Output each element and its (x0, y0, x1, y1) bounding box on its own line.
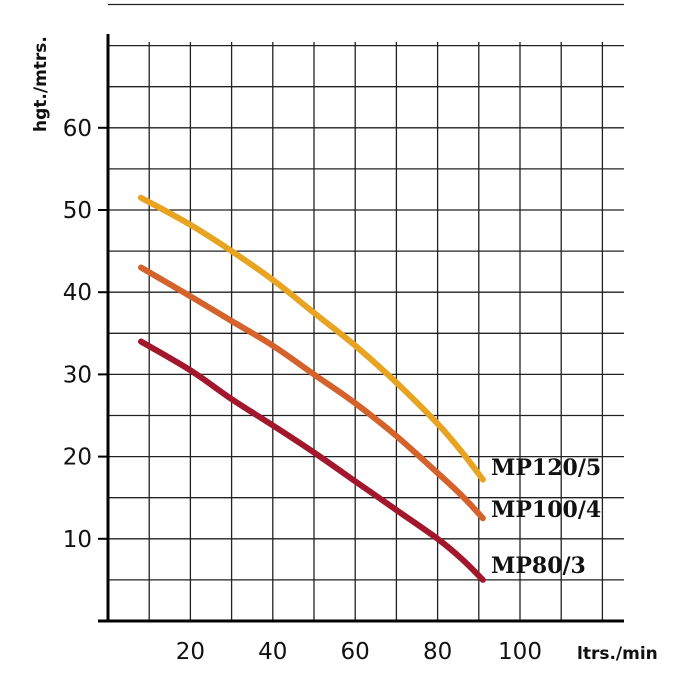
axes (98, 34, 624, 623)
x-tick-label: 80 (423, 639, 452, 665)
y-tick-label: 10 (63, 527, 92, 553)
series-line-mp120-5 (138, 194, 486, 483)
y-tick-labels: 10203040506080 (63, 116, 92, 553)
x-tick-labels: 20 40 60 80 100 (176, 639, 542, 665)
x-tick-label: 60 (341, 639, 370, 665)
series-label-mp80-3: MP80/3 (491, 553, 586, 579)
series-labels: MP120/5 MP100/4 MP80/3 (491, 455, 601, 579)
y-tick-label: 60 (63, 116, 92, 142)
x-axis-title: ltrs./min (577, 644, 658, 664)
y-axis-title: hgt./mtrs. (31, 36, 51, 132)
grid (108, 3, 624, 621)
x-tick-label: 40 (258, 639, 287, 665)
series-lines (138, 194, 486, 583)
series-line-mp80-3 (138, 338, 486, 583)
y-tick-label: 50 (63, 198, 92, 224)
series-line-mp100-4 (138, 264, 486, 522)
series-label-mp100-4: MP100/4 (491, 497, 601, 523)
y-tick-label: 40 (63, 280, 92, 306)
y-tick-label: 20 (63, 445, 92, 471)
x-tick-label: 100 (498, 639, 542, 665)
x-tick-label: 20 (176, 639, 205, 665)
y-tick-label: 30 (63, 362, 92, 388)
series-label-mp120-5: MP120/5 (491, 455, 601, 481)
